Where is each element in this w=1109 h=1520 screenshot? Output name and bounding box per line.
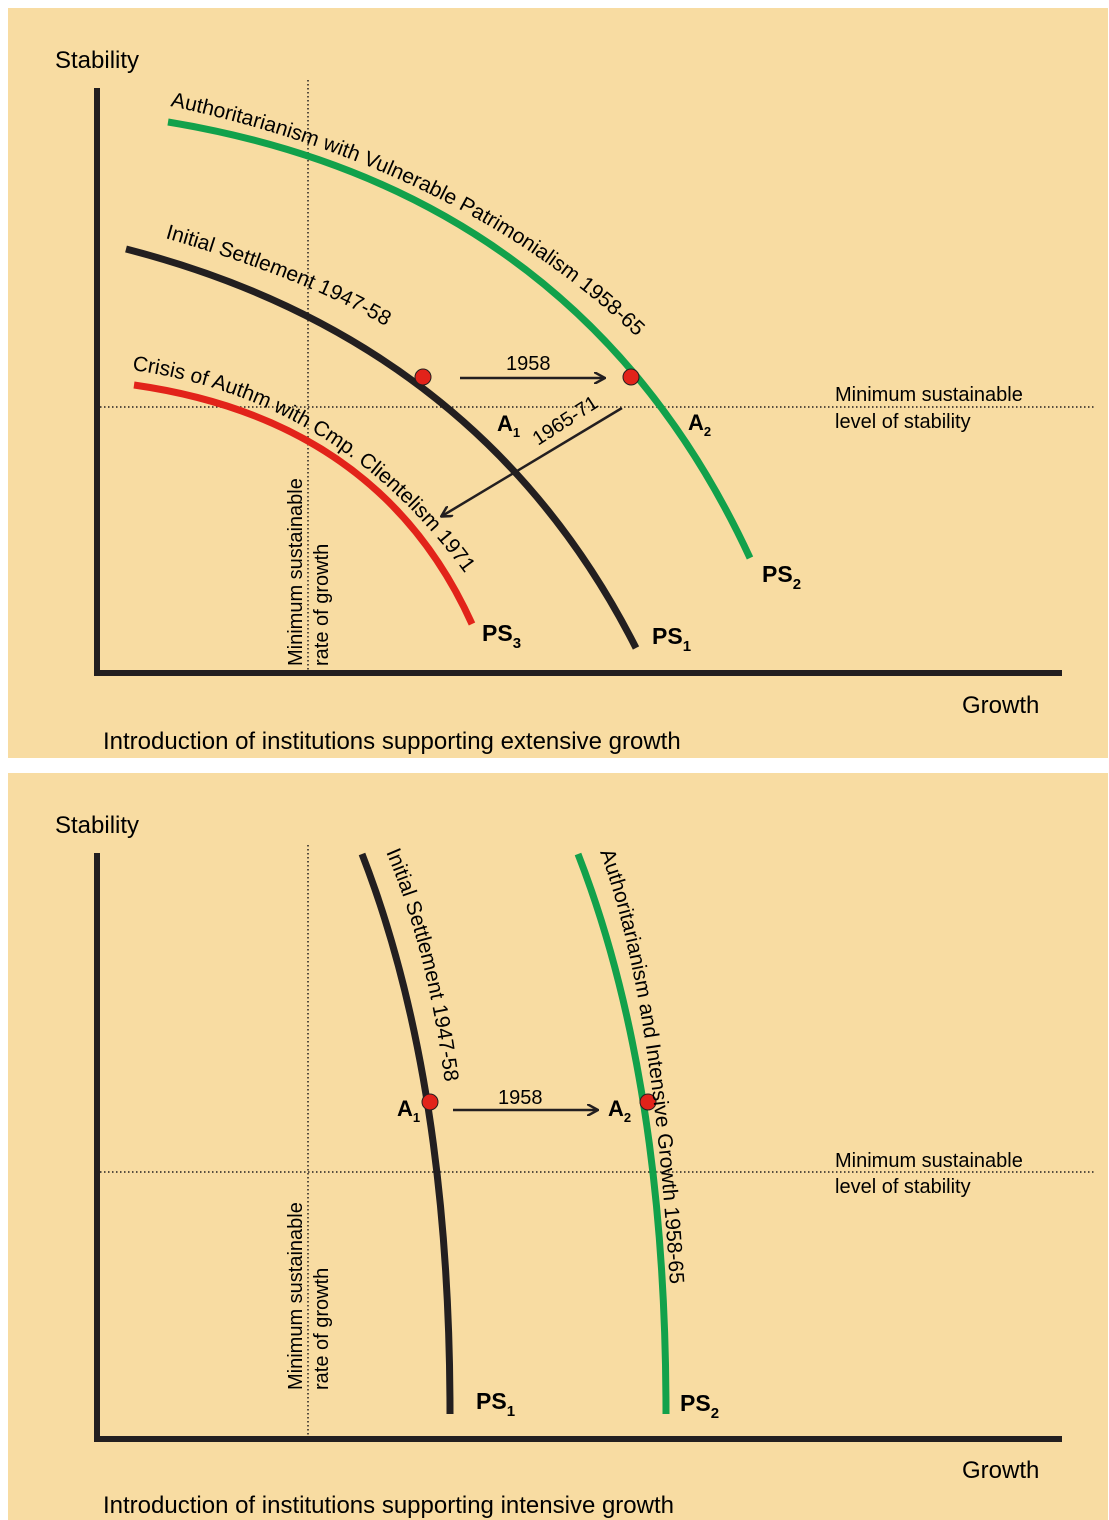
min-stability-label-1: Minimum sustainable bbox=[835, 1150, 1023, 1172]
extensive-growth-diagram: Authoritarianism with Vulnerable Patrimo… bbox=[55, 47, 1096, 755]
extensive-growth-panel: Authoritarianism with Vulnerable Patrimo… bbox=[8, 8, 1108, 758]
ps3-curve bbox=[133, 381, 476, 626]
caption: Introduction of institutions supporting … bbox=[103, 1492, 674, 1519]
ps1-label: PS1 bbox=[652, 623, 691, 655]
ps2-curve bbox=[167, 118, 754, 560]
svg-text:Initial Settlement 1947-58: Initial Settlement 1947-58 bbox=[381, 845, 462, 1083]
point-a2-marker bbox=[639, 1093, 657, 1111]
ps1-curve bbox=[125, 245, 640, 650]
arrow-1958-label: 1958 bbox=[498, 1087, 543, 1109]
ps1-label: PS1 bbox=[476, 1388, 515, 1420]
min-growth-label-2: rate of growth bbox=[311, 1268, 333, 1390]
caption: Introduction of institutions supporting … bbox=[103, 728, 681, 755]
svg-text:Authoritarianism with Vulnerab: Authoritarianism with Vulnerable Patrimo… bbox=[169, 88, 649, 340]
min-growth-label-1: Minimum sustainable bbox=[285, 1202, 307, 1390]
ps1-curve bbox=[358, 852, 454, 1415]
ps2-curve-label: Authoritarianism with Vulnerable Patrimo… bbox=[169, 88, 649, 340]
intensive-growth-diagram: Initial Settlement 1947-58 Authoritarian… bbox=[55, 812, 1096, 1519]
intensive-growth-panel: Initial Settlement 1947-58 Authoritarian… bbox=[8, 773, 1108, 1520]
x-axis-label: Growth bbox=[962, 1457, 1039, 1484]
y-axis-label: Stability bbox=[55, 812, 139, 839]
ps3-label: PS3 bbox=[482, 620, 521, 652]
point-a1-label: A1 bbox=[397, 1096, 420, 1125]
point-a1-marker bbox=[414, 368, 432, 386]
svg-text:Authoritarianism and Intensive: Authoritarianism and Intensive Growth 19… bbox=[595, 846, 688, 1285]
min-stability-label-2: level of stability bbox=[835, 411, 971, 433]
svg-text:Initial Settlement 1947-58: Initial Settlement 1947-58 bbox=[164, 221, 395, 331]
min-growth-label-1: Minimum sustainable bbox=[285, 478, 307, 666]
point-a2-label: A2 bbox=[608, 1096, 631, 1125]
x-axis-label: Growth bbox=[962, 692, 1039, 719]
point-a1-marker bbox=[421, 1093, 439, 1111]
ps2-label: PS2 bbox=[762, 561, 801, 593]
min-growth-label-2: rate of growth bbox=[311, 544, 333, 666]
arrow-1965-71 bbox=[442, 406, 623, 516]
min-stability-label-1: Minimum sustainable bbox=[835, 384, 1023, 406]
ps1-curve-label: Initial Settlement 1947-58 bbox=[381, 845, 462, 1083]
arrow-1958-label: 1958 bbox=[506, 353, 551, 375]
point-a1-label: A1 bbox=[497, 411, 520, 440]
y-axis-label: Stability bbox=[55, 47, 139, 74]
ps1-curve-label: Initial Settlement 1947-58 bbox=[164, 221, 395, 331]
point-a2-label: A2 bbox=[688, 410, 711, 439]
ps2-curve-label: Authoritarianism and Intensive Growth 19… bbox=[595, 846, 688, 1285]
point-a2-marker bbox=[622, 368, 640, 386]
ps2-label: PS2 bbox=[680, 1390, 719, 1422]
min-stability-label-2: level of stability bbox=[835, 1176, 971, 1198]
